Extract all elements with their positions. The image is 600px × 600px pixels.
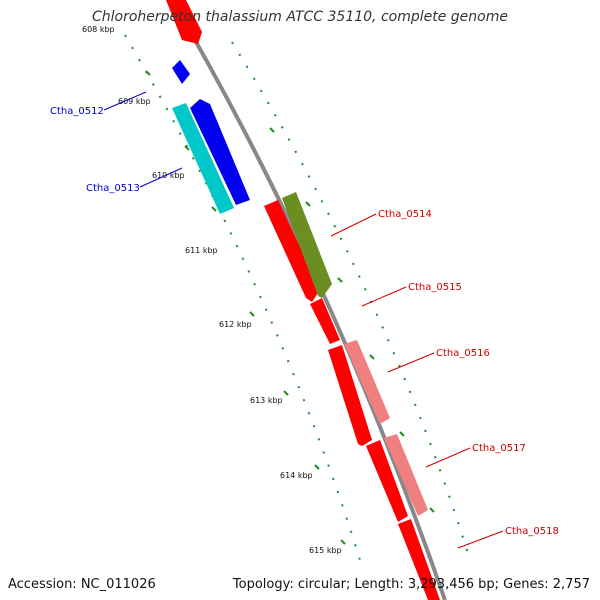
gene-label-ctha-0518: Ctha_0518 — [505, 526, 559, 537]
leader-lines — [103, 91, 504, 549]
gene-arrow-ctha-0513 — [172, 103, 234, 214]
gene-arrow-ctha-0517-left — [366, 440, 408, 522]
gene-arrow-ctha-0517 — [384, 434, 428, 516]
tick-label-615: 615 kbp — [309, 546, 342, 555]
tick-marks — [145, 70, 435, 545]
gene-label-ctha-0516: Ctha_0516 — [436, 348, 490, 359]
tick-label-609: 609 kbp — [118, 97, 151, 106]
tick-label-614: 614 kbp — [280, 471, 313, 480]
gene-arrow-ctha-0514-left — [264, 200, 320, 302]
gene-label-ctha-0512: Ctha_0512 — [50, 106, 104, 117]
inner-dotted-ring — [124, 34, 361, 561]
gene-arrow-ctha-0516-left — [328, 345, 372, 446]
tick-label-612: 612 kbp — [219, 320, 252, 329]
gene-label-ctha-0517: Ctha_0517 — [472, 443, 526, 454]
gene-arrow-ctha-0514 — [282, 192, 332, 298]
gene-label-ctha-0514: Ctha_0514 — [378, 209, 432, 220]
gene-arrow-top-red — [166, 0, 202, 44]
gene-arrow-ctha-0516 — [344, 340, 390, 424]
tick-label-611: 611 kbp — [185, 246, 218, 255]
gene-arrow-ctha-0512 — [190, 99, 250, 205]
accession-text: Accession: NC_011026 — [8, 577, 156, 592]
gene-label-ctha-0513: Ctha_0513 — [86, 183, 140, 194]
gene-arrow-ctha-0515 — [310, 298, 340, 344]
gene-arrow-ctha-0518 — [398, 519, 440, 600]
outer-dotted-ring — [231, 41, 471, 561]
topology-text: Topology: circular; Length: 3,293,456 bp… — [232, 577, 590, 592]
tick-label-613: 613 kbp — [250, 396, 283, 405]
tick-label-608: 608 kbp — [82, 25, 115, 34]
tick-label-610: 610 kbp — [152, 171, 185, 180]
gene-label-ctha-0515: Ctha_0515 — [408, 282, 462, 293]
gene-arrow-small-blue — [172, 60, 190, 84]
map-title: Chloroherpeton thalassium ATCC 35110, co… — [92, 9, 508, 25]
